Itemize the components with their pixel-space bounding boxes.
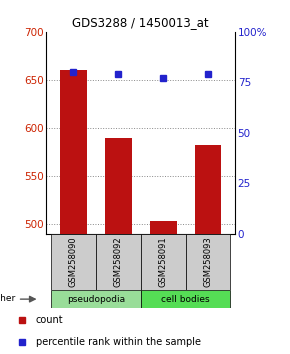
Bar xyxy=(51,234,96,290)
Text: cell bodies: cell bodies xyxy=(161,295,210,304)
Bar xyxy=(60,70,87,234)
Text: count: count xyxy=(36,315,63,325)
Text: pseudopodia: pseudopodia xyxy=(67,295,125,304)
Text: percentile rank within the sample: percentile rank within the sample xyxy=(36,337,201,347)
Bar xyxy=(51,290,141,308)
Bar xyxy=(195,145,222,234)
Text: GSM258092: GSM258092 xyxy=(114,236,123,287)
Text: GSM258090: GSM258090 xyxy=(69,236,78,287)
Text: GSM258091: GSM258091 xyxy=(159,236,168,287)
Bar xyxy=(105,138,132,234)
Bar xyxy=(141,290,231,308)
Bar xyxy=(150,221,177,234)
Bar xyxy=(141,234,186,290)
Text: GSM258093: GSM258093 xyxy=(204,236,213,287)
Title: GDS3288 / 1450013_at: GDS3288 / 1450013_at xyxy=(72,16,209,29)
Bar xyxy=(186,234,231,290)
Text: other: other xyxy=(0,294,16,303)
Bar xyxy=(96,234,141,290)
